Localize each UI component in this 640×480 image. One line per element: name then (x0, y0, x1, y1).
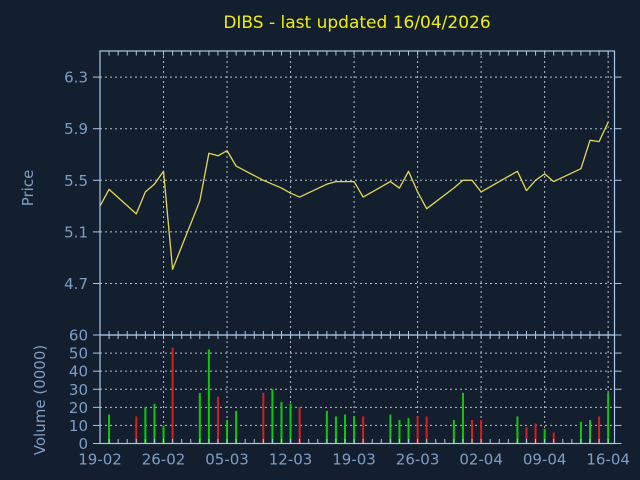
volume-bar (589, 419, 591, 444)
volume-bar (280, 401, 283, 444)
volume-bar (198, 392, 201, 444)
x-tick-label: 19-03 (332, 451, 376, 469)
price-tick-label: 4.7 (64, 275, 88, 293)
volume-bar (108, 414, 111, 444)
gridlines (99, 51, 615, 444)
volume-bar (362, 416, 365, 444)
volume-bar (207, 349, 210, 444)
volume-tick-label: 60 (69, 327, 88, 345)
volume-bar (461, 392, 464, 444)
volume-bar (579, 421, 582, 444)
volume-bar (289, 403, 292, 444)
volume-bar (452, 419, 455, 444)
volume-bar (543, 429, 546, 444)
tick-marks (93, 51, 622, 444)
volume-bar (534, 423, 537, 444)
price-line (99, 121, 609, 270)
x-tick-label: 16-04 (586, 451, 630, 469)
volume-bar (480, 419, 483, 444)
volume-bar (407, 418, 410, 444)
price-tick-label: 6.3 (64, 69, 88, 87)
volume-tick-label: 30 (69, 381, 88, 399)
volume-bar (344, 414, 346, 444)
axes (99, 50, 616, 445)
volume-bar (552, 432, 555, 444)
price-plot-border (99, 50, 616, 336)
volume-tick-label: 50 (69, 345, 88, 363)
price-tick-label: 5.5 (64, 172, 88, 190)
volume-tick-label: 10 (69, 417, 88, 435)
price-axis-title: Price (19, 170, 37, 207)
volume-bar (226, 419, 229, 444)
volume-bar (298, 407, 301, 444)
volume-axis-title: Volume (0000) (31, 345, 49, 455)
volume-tick-label: 0 (78, 435, 88, 453)
volume-bar (325, 410, 328, 444)
volume-bar (607, 392, 610, 444)
volume-bar (598, 416, 601, 444)
volume-tick-label: 40 (69, 363, 88, 381)
volume-bar (389, 414, 392, 444)
volume-bar (516, 416, 519, 444)
x-tick-label: 26-03 (396, 451, 440, 469)
volume-bar (334, 416, 337, 444)
x-tick-label: 02-04 (459, 451, 503, 469)
volume-bar (153, 403, 156, 444)
price-tick-label: 5.1 (64, 223, 88, 241)
volume-bar (416, 416, 419, 444)
volume-bar (271, 389, 274, 444)
x-tick-label: 12-03 (269, 451, 313, 469)
volume-bar (353, 416, 356, 444)
volume-bars (108, 347, 610, 444)
volume-bar (135, 416, 138, 444)
volume-bar (471, 419, 474, 444)
chart-title: DIBS - last updated 16/04/2026 (223, 13, 490, 33)
x-tick-label: 05-03 (205, 451, 249, 469)
x-tick-label: 26-02 (142, 451, 186, 469)
price-tick-label: 5.9 (64, 120, 88, 138)
volume-bar (216, 396, 219, 444)
volume-bar (398, 419, 401, 444)
volume-bar (262, 392, 265, 444)
volume-plot-border (99, 334, 616, 445)
x-tick-label: 19-02 (78, 451, 122, 469)
volume-bar (162, 425, 165, 444)
volume-bar (144, 407, 147, 444)
volume-bar (525, 427, 528, 444)
x-tick-label: 09-04 (523, 451, 567, 469)
volume-bar (425, 416, 428, 444)
volume-tick-label: 20 (69, 399, 88, 417)
volume-bar (171, 347, 174, 444)
volume-bar (235, 410, 238, 444)
